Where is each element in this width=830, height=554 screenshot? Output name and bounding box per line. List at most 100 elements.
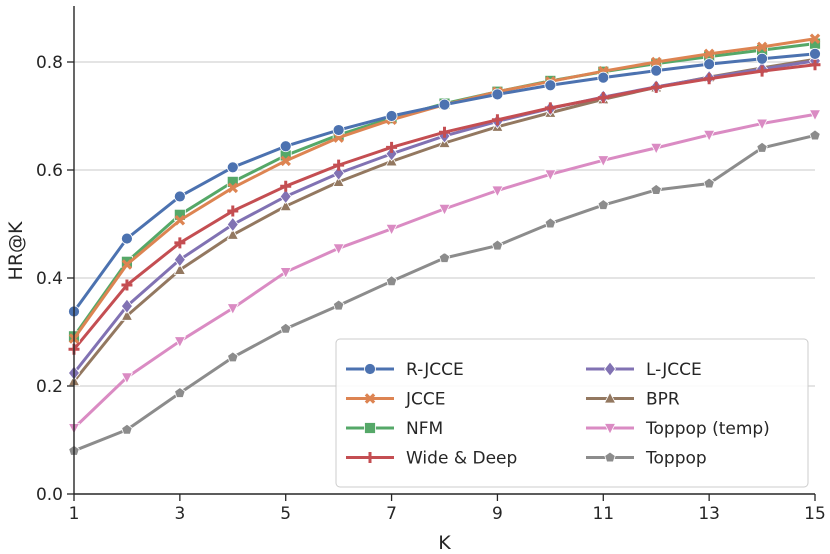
- data-point-l-jcce: [385, 146, 398, 162]
- data-point-wide-deep: [121, 279, 133, 291]
- data-point-r-jcce: [385, 110, 398, 122]
- data-point-toppop-temp: [491, 185, 504, 198]
- data-point-toppop: [756, 141, 768, 153]
- data-point-bpr: [279, 199, 292, 212]
- data-point-wide-deep: [756, 65, 768, 77]
- data-point-l-jcce: [332, 165, 345, 181]
- data-point-toppop: [332, 299, 345, 311]
- y-tick-label: 0.0: [36, 485, 63, 505]
- legend-entry-nfm: NFM: [346, 419, 443, 439]
- data-point-r-jcce: [544, 79, 557, 92]
- legend-label-toppop-temp: Toppop (temp): [645, 419, 770, 439]
- legend-entry-toppop-temp: Toppop (temp): [586, 419, 770, 439]
- data-point-wide-deep: [491, 114, 503, 126]
- data-point-r-jcce: [756, 52, 768, 65]
- legend-entry-toppop: Toppop: [586, 449, 707, 469]
- legend-marker-r-jcce: [364, 363, 376, 375]
- data-point-toppop-temp: [650, 142, 663, 155]
- x-tick-label: 5: [280, 504, 291, 524]
- axes: 0.00.20.40.60.81 3 5 7 9 11 13 15: [36, 6, 826, 524]
- legend-label-bpr: BPR: [646, 390, 680, 410]
- legend: R-JCCE JCCE NFM Wide & Deep L-JCCE BPR Toppop …: [335, 338, 809, 488]
- data-point-toppop: [385, 275, 398, 287]
- legend-entry-bpr: BPR: [586, 390, 680, 410]
- data-point-bpr: [173, 263, 187, 275]
- legend-marker-l-jcce: [603, 361, 617, 377]
- data-point-r-jcce: [809, 48, 821, 60]
- series-layer: [67, 33, 822, 456]
- data-point-r-jcce: [279, 140, 292, 153]
- data-point-toppop-temp: [597, 155, 610, 168]
- data-point-bpr: [120, 308, 134, 321]
- data-point-r-jcce: [650, 64, 663, 77]
- x-tick-label: 15: [804, 504, 826, 524]
- data-point-toppop-temp: [808, 109, 822, 122]
- y-tick-label: 0.8: [36, 53, 63, 73]
- data-point-bpr: [226, 227, 239, 240]
- x-tick-label: 11: [592, 504, 614, 524]
- data-point-toppop: [650, 183, 662, 195]
- data-point-r-jcce: [332, 124, 345, 136]
- data-point-r-jcce: [121, 232, 133, 245]
- legend-marker-toppop-temp: [603, 423, 617, 435]
- data-point-toppop: [227, 351, 239, 363]
- x-axis-label: K: [438, 532, 451, 554]
- data-point-bpr: [332, 175, 345, 187]
- x-tick-label: 3: [174, 504, 185, 524]
- data-point-wide-deep: [386, 141, 398, 153]
- data-point-jcce: [174, 214, 186, 226]
- series-wide-deep: [68, 59, 821, 355]
- x-tick-label: 9: [492, 504, 503, 524]
- data-point-l-jcce: [279, 188, 292, 205]
- data-point-toppop-temp: [544, 169, 557, 182]
- data-point-wide-deep: [174, 237, 186, 249]
- data-point-wide-deep: [650, 81, 662, 93]
- data-point-jcce: [650, 56, 662, 68]
- legend-label-jcce: JCCE: [405, 390, 446, 410]
- legend-label-wide-deep: Wide & Deep: [406, 449, 517, 469]
- data-point-jcce: [809, 33, 821, 45]
- legend-entry-jcce: JCCE: [346, 390, 446, 410]
- data-point-wide-deep: [227, 205, 239, 217]
- data-point-toppop: [491, 239, 504, 251]
- data-point-r-jcce: [173, 190, 186, 203]
- data-point-r-jcce: [438, 98, 451, 111]
- legend-label-r-jcce: R-JCCE: [406, 360, 464, 380]
- data-point-wide-deep: [809, 59, 821, 71]
- y-axis-label: HR@K: [5, 221, 27, 280]
- legend-entry-l-jcce: L-JCCE: [586, 360, 702, 380]
- data-point-r-jcce: [597, 71, 610, 84]
- data-point-jcce: [703, 48, 715, 60]
- data-point-toppop: [809, 129, 821, 141]
- x-tick-label: 13: [698, 504, 720, 524]
- series-toppop-temp: [67, 109, 822, 435]
- data-point-r-jcce: [703, 58, 716, 71]
- legend-label-l-jcce: L-JCCE: [646, 360, 702, 380]
- data-point-toppop: [121, 423, 133, 435]
- data-point-toppop: [703, 177, 715, 189]
- data-point-jcce: [280, 155, 291, 167]
- data-point-toppop-temp: [332, 243, 345, 256]
- y-tick-label: 0.6: [36, 161, 63, 181]
- data-point-toppop-temp: [438, 203, 451, 216]
- y-tick-label: 0.2: [36, 377, 63, 397]
- series-line-jcce: [72, 37, 816, 340]
- data-point-toppop-temp: [385, 223, 398, 236]
- legend-marker-wide-deep: [364, 452, 376, 463]
- data-point-l-jcce: [173, 251, 186, 268]
- data-point-wide-deep: [439, 126, 450, 138]
- data-point-toppop-temp: [279, 267, 292, 279]
- data-point-toppop: [544, 217, 557, 229]
- data-point-wide-deep: [333, 159, 345, 171]
- data-point-toppop-temp: [226, 303, 239, 316]
- data-point-wide-deep: [544, 102, 556, 114]
- legend-marker-jcce: [364, 393, 376, 404]
- data-point-toppop-temp: [702, 129, 716, 142]
- data-point-toppop: [438, 252, 451, 263]
- legend-label-toppop: Toppop: [645, 449, 707, 469]
- data-point-jcce: [756, 41, 768, 53]
- legend-frame: [335, 338, 809, 488]
- data-point-wide-deep: [280, 180, 292, 192]
- legend-entry-r-jcce: R-JCCE: [346, 360, 464, 380]
- data-point-wide-deep: [597, 92, 609, 104]
